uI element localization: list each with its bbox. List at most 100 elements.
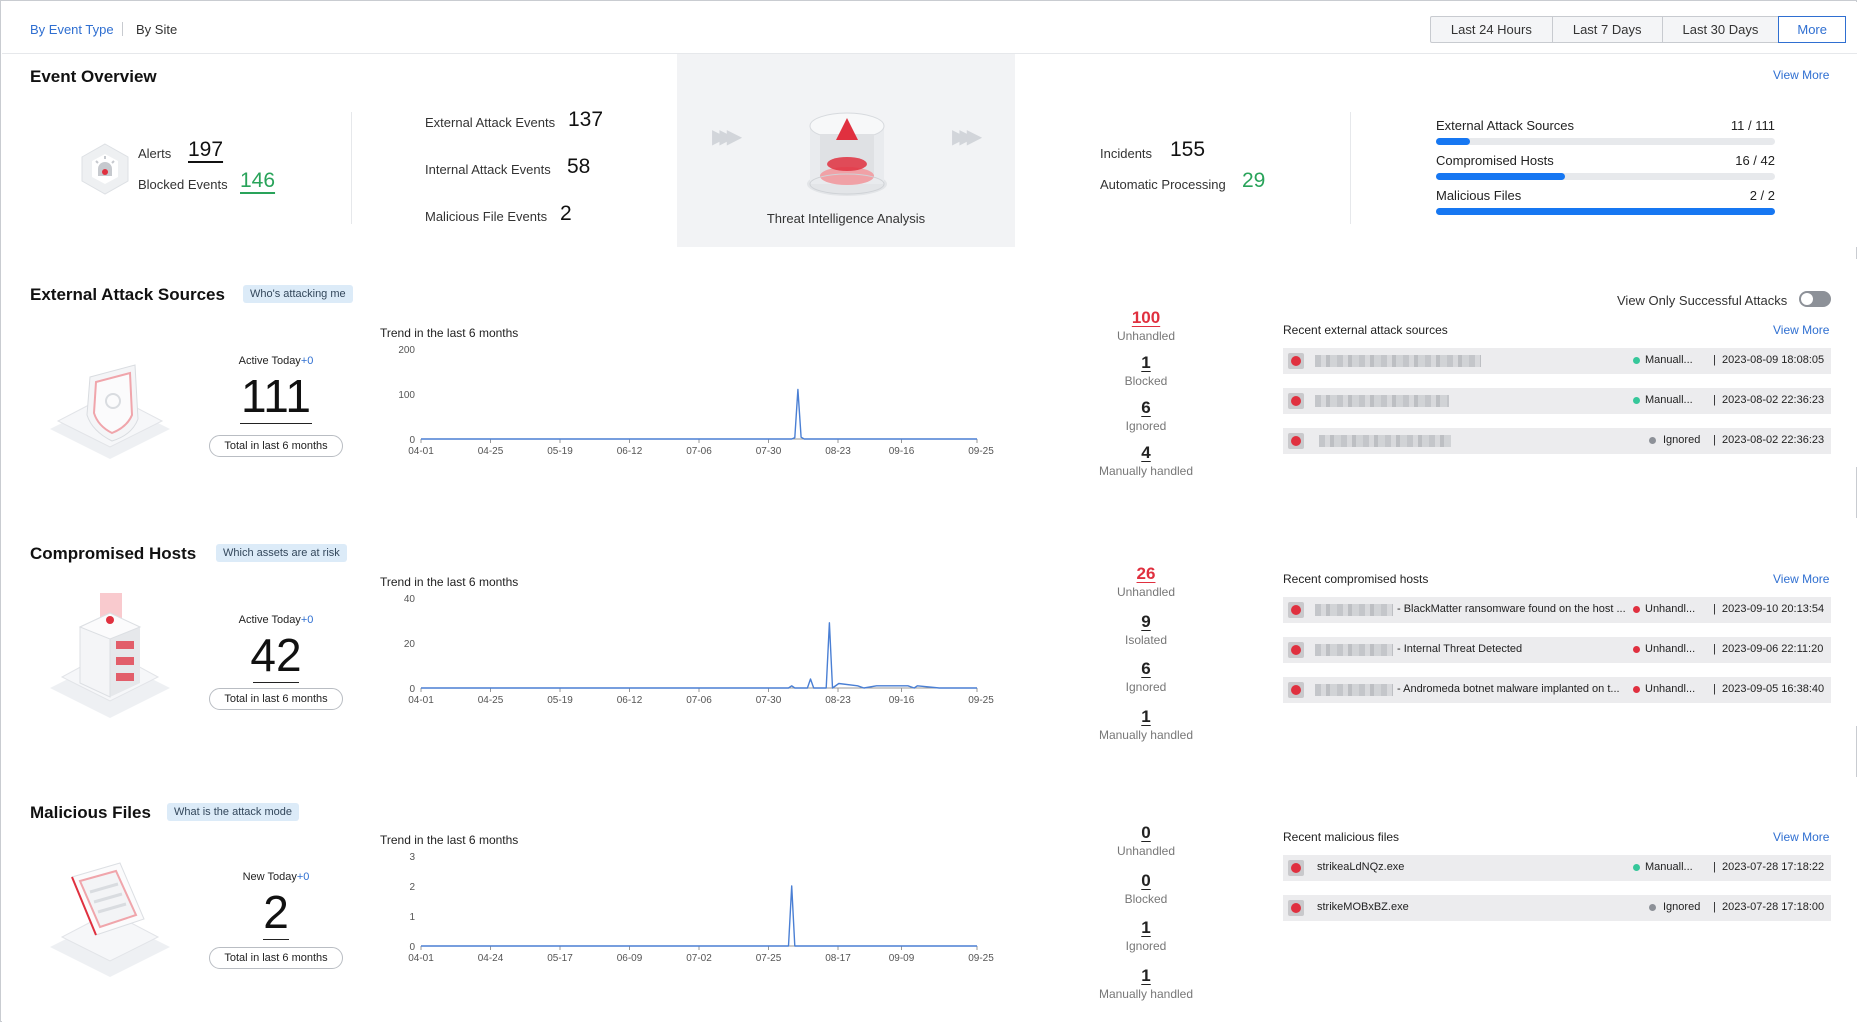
recent-row[interactable]: strikeaLdNQz.exe Manuall... | 2023-07-28… xyxy=(1283,855,1831,881)
range-last-30-days[interactable]: Last 30 Days xyxy=(1663,17,1780,42)
x-tick-label: 09-25 xyxy=(968,695,994,706)
recent-row[interactable]: Manuall... | 2023-08-09 18:08:05 xyxy=(1283,348,1831,374)
recent-row[interactable]: Ignored | 2023-08-02 22:36:23 xyxy=(1283,428,1831,454)
active-today-delta: +0 xyxy=(300,355,314,367)
external-view-more-link[interactable]: View More xyxy=(1773,323,1830,337)
progress-track xyxy=(1436,138,1775,145)
stat-value[interactable]: 1 xyxy=(1141,966,1151,985)
x-tick-label: 09-25 xyxy=(968,953,994,964)
x-tick-label: 04-01 xyxy=(408,953,434,964)
tab-by-event-type[interactable]: By Event Type xyxy=(30,22,114,37)
status-dot xyxy=(1633,606,1640,613)
range-last-7-days[interactable]: Last 7 Days xyxy=(1553,17,1663,42)
y-tick-label: 0 xyxy=(409,435,415,446)
alerts-count[interactable]: 197 xyxy=(188,138,224,161)
recent-time: | 2023-08-09 18:08:05 xyxy=(1713,354,1825,366)
section-title: Compromised Hosts xyxy=(30,544,197,563)
total-6-months-button[interactable]: Total in last 6 months xyxy=(209,947,343,969)
stat-isolated: 9 Isolated xyxy=(1087,612,1205,647)
stat-value[interactable]: 1 xyxy=(1141,918,1151,937)
recent-status: Manuall... xyxy=(1645,354,1693,366)
x-tick-label: 09-16 xyxy=(889,446,915,457)
y-tick-label: 0 xyxy=(409,942,415,953)
stat-ignored: 6 Ignored xyxy=(1087,398,1205,433)
stat-value[interactable]: 1 xyxy=(1141,353,1151,372)
count-underline xyxy=(263,939,289,940)
flow-arrow-icon: ▶▶▶ xyxy=(952,126,982,148)
external-trend-chart: 0 100 200 04-01 04-25 05-19 06-12 07-06 07-30 08-… xyxy=(398,345,994,457)
trend-series-line xyxy=(421,622,977,689)
stat-value[interactable]: 0 xyxy=(1141,823,1151,842)
hosts-trend-chart: 0 20 40 04-01 04-25 05-19 06-12 07-06 07-30 08-23… xyxy=(404,594,994,706)
recent-row[interactable]: - BlackMatter ransomware found on the ho… xyxy=(1283,597,1831,623)
status-dot xyxy=(1633,357,1640,364)
x-tick-label: 04-24 xyxy=(478,953,504,964)
divider xyxy=(1350,112,1351,224)
x-tick-label: 08-23 xyxy=(825,695,851,706)
recent-row[interactable]: strikeMOBxBZ.exe Ignored | 2023-07-28 17… xyxy=(1283,895,1831,921)
incidents-count: 155 xyxy=(1170,138,1206,161)
server-illustration-icon xyxy=(40,593,180,733)
progress-value: 2 / 2 xyxy=(1749,188,1775,203)
x-tick-label: 09-09 xyxy=(889,953,915,964)
stat-label: Manually handled xyxy=(1098,728,1194,742)
tab-divider xyxy=(122,22,123,36)
time-range-selector: Last 24 Hours Last 7 Days Last 30 Days M… xyxy=(1429,16,1846,43)
recent-row[interactable]: Manuall... | 2023-08-02 22:36:23 xyxy=(1283,388,1831,414)
progress-value: 11 / 111 xyxy=(1730,118,1775,133)
stat-value[interactable]: 100 xyxy=(1131,308,1161,327)
files-view-more-link[interactable]: View More xyxy=(1773,830,1830,844)
total-6-months-button[interactable]: Total in last 6 months xyxy=(209,435,343,457)
compromised-hosts-card: Compromised Hosts Which assets are at ri… xyxy=(2,518,1857,742)
fire-icon xyxy=(1288,900,1304,916)
tab-by-site[interactable]: By Site xyxy=(136,22,178,37)
y-tick-label: 2 xyxy=(409,882,415,893)
stat-value[interactable]: 1 xyxy=(1141,707,1151,726)
x-tick-label: 04-25 xyxy=(478,695,504,706)
section-tag: Which assets are at risk xyxy=(216,544,347,562)
x-tick-label: 09-16 xyxy=(889,695,915,706)
total-6-months-button[interactable]: Total in last 6 months xyxy=(209,688,343,710)
y-tick-label: 20 xyxy=(404,639,416,650)
range-more[interactable]: More xyxy=(1778,16,1846,43)
stat-label: Blocked xyxy=(1124,374,1168,388)
x-tick-label: 07-06 xyxy=(686,446,712,457)
recent-time-value: 2023-07-28 17:18:00 xyxy=(1721,901,1825,913)
progress-fill xyxy=(1436,173,1566,180)
stat-value[interactable]: 6 xyxy=(1141,659,1151,678)
blocked-events-count[interactable]: 146 xyxy=(240,169,276,192)
recent-row[interactable]: - Andromeda botnet malware implanted on … xyxy=(1283,677,1831,703)
redacted-source xyxy=(1319,435,1451,447)
stat-value[interactable]: 26 xyxy=(1136,564,1156,583)
stat-label: Ignored xyxy=(1125,680,1167,694)
recent-row[interactable]: - Internal Threat Detected Unhandl... | … xyxy=(1283,637,1831,663)
progress-track xyxy=(1436,173,1775,180)
status-dot xyxy=(1633,397,1640,404)
recent-time: | 2023-09-06 22:11:20 xyxy=(1713,643,1824,655)
recent-name: strikeaLdNQz.exe xyxy=(1317,861,1405,873)
hosts-view-more-link[interactable]: View More xyxy=(1773,572,1830,586)
x-tick-label: 05-17 xyxy=(547,953,573,964)
fire-icon xyxy=(1288,860,1304,876)
threat-intelligence-panel: ▶▶▶ Threat Intelligence Analysis ▶▶▶ xyxy=(677,54,1015,247)
x-tick-label: 05-19 xyxy=(547,695,573,706)
range-last-24-hours[interactable]: Last 24 Hours xyxy=(1431,17,1553,42)
stat-ignored: 6 Ignored xyxy=(1087,659,1205,694)
x-tick-label: 08-17 xyxy=(825,953,851,964)
stat-value[interactable]: 4 xyxy=(1141,443,1151,462)
fire-icon xyxy=(1288,602,1304,618)
stat-manually-handled: 1 Manually handled xyxy=(1087,707,1205,742)
stat-value[interactable]: 9 xyxy=(1141,612,1151,631)
threat-intel-cylinder-icon xyxy=(802,104,892,199)
recent-title: Recent compromised hosts xyxy=(1283,572,1429,586)
stat-label: Manually handled xyxy=(1098,464,1194,478)
stat-ignored: 1 Ignored xyxy=(1087,918,1205,953)
y-tick-label: 3 xyxy=(409,852,415,863)
recent-time: | 2023-09-05 16:38:40 xyxy=(1713,683,1825,695)
internal-attack-events-label: Internal Attack Events xyxy=(425,162,551,177)
stat-value[interactable]: 6 xyxy=(1141,398,1151,417)
successful-attacks-toggle[interactable] xyxy=(1799,291,1831,307)
stat-value[interactable]: 0 xyxy=(1141,871,1151,890)
overview-view-more-link[interactable]: View More xyxy=(1773,68,1830,82)
